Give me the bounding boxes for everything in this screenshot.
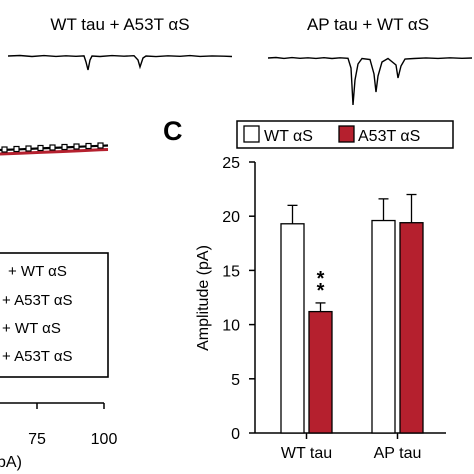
bar-ap-tau-wt (371, 219, 396, 434)
amplitude-bar-chart: C WT αS A53T αS Amplitude (pA) 0 5 10 15 20 2… (163, 116, 454, 462)
left-legend-box (0, 252, 109, 378)
right-trace-label: AP tau + WT αS (307, 15, 429, 34)
y-ticks: 0 5 10 15 20 25 (222, 155, 255, 443)
left-legend-item-4: + A53T αS (2, 348, 73, 365)
legend-swatch-wt (243, 125, 260, 143)
y-tick-label-25: 25 (222, 155, 240, 172)
y-tick-label-15: 15 (222, 263, 240, 280)
significance-marker: * * (317, 268, 325, 302)
right-current-trace (267, 56, 473, 106)
bar-wt-tau-a53t (308, 310, 333, 434)
x-tick-label-wt-tau: WT tau (281, 445, 332, 462)
bar-ap-tau-a53t (399, 222, 424, 434)
left-legend-item-3: + WT αS (2, 320, 61, 337)
bar-wt-tau-wt (280, 223, 305, 434)
y-tick-label-20: 20 (222, 209, 240, 226)
left-trace-label: WT tau + A53T αS (50, 15, 189, 34)
x-tick-labels: WT tau AP tau (281, 445, 422, 462)
left-legend-item-1: + WT αS (8, 263, 67, 280)
y-tick-label-5: 5 (231, 372, 240, 389)
curve-markers (1, 142, 104, 153)
left-x-axis-label: pA) (0, 454, 22, 471)
chart-legend: WT αS A53T αS (236, 120, 454, 149)
panel-label: C (163, 116, 183, 146)
y-tick-label-10: 10 (222, 318, 240, 335)
left-current-trace (7, 54, 233, 71)
left-legend-item-2: + A53T αS (2, 292, 73, 309)
left-x-tick-label-100: 100 (91, 431, 118, 448)
legend-label-wt: WT αS (264, 128, 313, 145)
left-x-tick-label-75: 75 (28, 431, 46, 448)
left-cumulative-plot: + WT αS + A53T αS + WT αS + A53T αS 75 1… (0, 142, 118, 471)
y-axis-label: Amplitude (pA) (195, 245, 212, 351)
bars: * * (280, 193, 424, 439)
x-tick-label-ap-tau: AP tau (374, 445, 422, 462)
a53t-cumulative-curve (0, 148, 109, 156)
legend-swatch-a53t (338, 125, 355, 143)
legend-label-a53t: A53T αS (358, 128, 420, 145)
y-tick-label-0: 0 (231, 426, 240, 443)
